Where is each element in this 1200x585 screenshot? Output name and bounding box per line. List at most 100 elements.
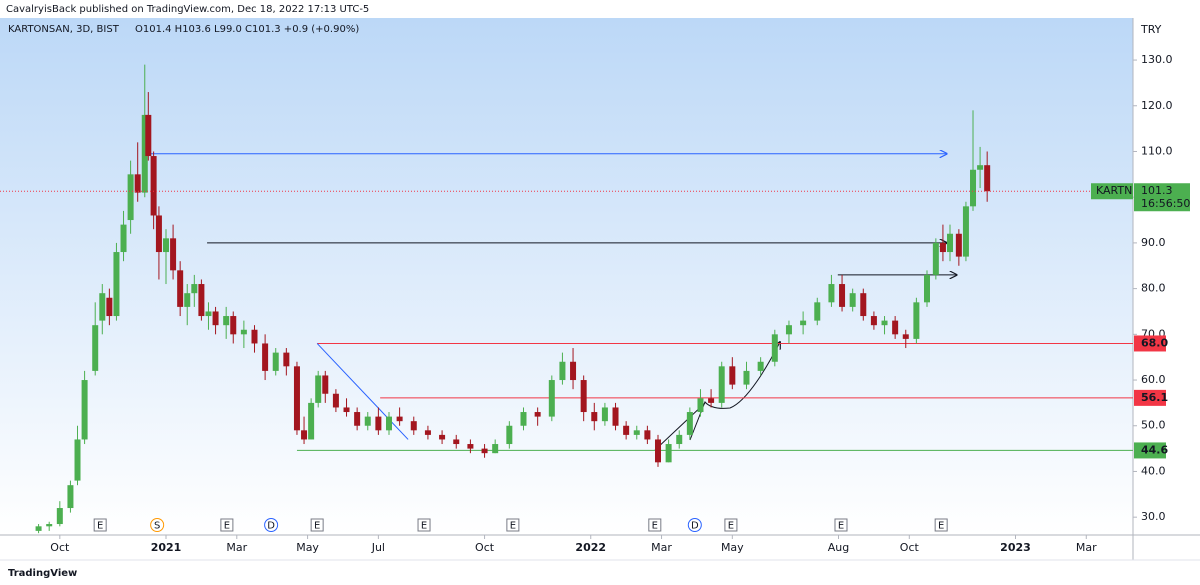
candle-body xyxy=(301,430,308,440)
event-marker xyxy=(417,518,431,532)
candle-body xyxy=(481,448,488,454)
candle-body xyxy=(396,416,403,422)
price-badge-label: 101.3 xyxy=(1141,184,1173,197)
candle-body xyxy=(272,352,279,371)
candle-body xyxy=(170,238,177,271)
candle-body xyxy=(492,444,499,454)
x-tick-label: May xyxy=(721,541,744,554)
event-marker xyxy=(834,518,848,532)
x-tick-label: Aug xyxy=(828,541,849,554)
candle-body xyxy=(654,439,661,463)
event-label: D xyxy=(691,521,699,532)
candle-body xyxy=(453,439,460,445)
trend-line xyxy=(316,343,409,440)
candle-body xyxy=(223,316,230,326)
event-marker xyxy=(220,518,234,532)
candle-body xyxy=(56,508,63,525)
candle-body xyxy=(800,320,807,326)
event-label: S xyxy=(154,521,160,532)
event-marker xyxy=(264,518,279,532)
level-label: 68.0 xyxy=(1141,336,1168,349)
event-marker xyxy=(687,518,702,532)
event-label: E xyxy=(314,521,320,532)
candle-body xyxy=(828,284,835,303)
level-label: 56.1 xyxy=(1141,391,1168,404)
candle-body xyxy=(92,325,99,371)
event-label: E xyxy=(97,521,103,532)
candle-body xyxy=(467,444,474,449)
x-tick-label: Mar xyxy=(226,541,247,554)
candle-body xyxy=(120,224,127,253)
x-tick-label: 2023 xyxy=(1000,541,1031,554)
symbol-badge xyxy=(1091,183,1133,200)
quote-line: O101.4 H103.6 L99.0 C101.3 +0.9 (+0.90%) xyxy=(135,24,359,35)
countdown-label: 16:56:50 xyxy=(1141,197,1190,210)
curve-segment xyxy=(654,402,706,451)
y-tick-label: 80.0 xyxy=(1141,282,1166,295)
candle-body xyxy=(332,393,339,408)
candle-body xyxy=(633,430,640,435)
candle-body xyxy=(559,361,566,381)
symbol-title: KARTONSAN, 3D, BIST xyxy=(8,24,120,35)
x-tick-label: Jul xyxy=(371,541,385,554)
candle-body xyxy=(729,366,736,385)
candle-body xyxy=(141,114,148,193)
y-tick-label: 130.0 xyxy=(1141,53,1173,66)
candle-body xyxy=(860,293,867,317)
candle-body xyxy=(757,361,764,371)
candle-body xyxy=(191,284,198,294)
candle-body xyxy=(74,439,81,481)
y-tick-label: 50.0 xyxy=(1141,419,1166,432)
candle-body xyxy=(520,412,527,426)
candle-body xyxy=(230,316,237,335)
plot-background xyxy=(0,18,1133,535)
publisher-line: CavalryisBack published on TradingView.c… xyxy=(6,4,369,15)
candle-body xyxy=(947,233,954,253)
x-tick-label: Oct xyxy=(475,541,495,554)
candle-body xyxy=(849,293,856,307)
event-marker xyxy=(506,518,520,532)
event-label: E xyxy=(421,521,427,532)
event-label: D xyxy=(267,521,275,532)
event-label: E xyxy=(938,521,944,532)
footer-brand: TradingView xyxy=(8,568,77,579)
candle-body xyxy=(410,421,417,431)
candle-body xyxy=(67,485,74,509)
candle-body xyxy=(771,334,778,362)
y-tick-label: 120.0 xyxy=(1141,99,1173,112)
candle-body xyxy=(99,293,106,321)
price-badge xyxy=(1134,183,1190,212)
candle-body xyxy=(177,270,184,307)
candle-body xyxy=(932,242,939,275)
candle-body xyxy=(955,233,962,257)
event-marker xyxy=(93,518,107,532)
x-tick-label: Oct xyxy=(900,541,920,554)
candle-body xyxy=(676,434,683,445)
candle-body xyxy=(506,425,513,445)
candle-body xyxy=(962,206,969,257)
candle-body xyxy=(81,380,88,440)
level-badge xyxy=(1134,389,1166,406)
candle-body xyxy=(113,252,120,317)
candle-body xyxy=(612,407,619,426)
candle-body xyxy=(198,284,205,317)
candle-body xyxy=(870,316,877,326)
candle-body xyxy=(155,215,162,253)
candle-body xyxy=(623,425,630,435)
candle-body xyxy=(939,242,946,253)
candle-body xyxy=(205,311,212,317)
candle-body xyxy=(984,165,991,192)
candle-body xyxy=(785,325,792,335)
candle-body xyxy=(240,329,247,335)
candle-body xyxy=(106,297,113,317)
candle-body xyxy=(570,361,577,381)
candle-body xyxy=(385,416,392,431)
symbol-badge-label: KARTN xyxy=(1096,184,1132,197)
candle-body xyxy=(343,407,350,413)
candle-body xyxy=(251,329,258,344)
x-tick-label: Mar xyxy=(1076,541,1097,554)
event-label: E xyxy=(838,521,844,532)
level-badge xyxy=(1134,335,1166,352)
candle-body xyxy=(46,524,53,527)
event-marker xyxy=(310,518,324,532)
